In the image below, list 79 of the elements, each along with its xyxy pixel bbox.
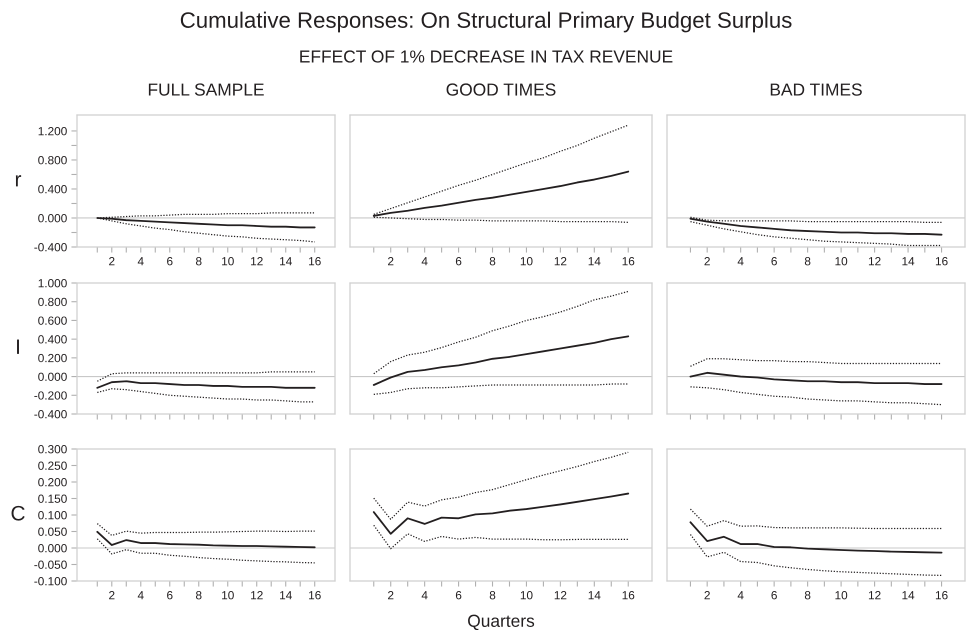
x-tick-label: 2 [109, 591, 114, 600]
x-tick-label: 4 [138, 591, 144, 600]
y-axis-title: I [17, 340, 19, 354]
x-tick-label: 2 [704, 591, 710, 600]
x-tick-label: 14 [902, 257, 914, 266]
y-tick-label: 0.400 [38, 185, 67, 194]
x-tick-label: 2 [388, 591, 394, 600]
x-tick-label: 14 [280, 591, 292, 600]
y-tick-label: 0.800 [38, 298, 67, 306]
x-tick-label: 10 [835, 257, 848, 266]
x-tick-label: 8 [196, 591, 202, 600]
x-tick-label: 6 [167, 257, 173, 266]
x-tick-label: 16 [622, 591, 634, 600]
x-tick-label: 6 [771, 257, 777, 266]
x-tick-label: 14 [902, 591, 914, 600]
y-tick-label: 0.200 [38, 354, 67, 362]
x-tick-label: 6 [456, 591, 462, 600]
x-tick-label: 12 [868, 257, 881, 266]
text: EFFECT OF 1% DECREASE IN TAX REVENUE [300, 50, 672, 63]
y-tick-label: 1.200 [38, 126, 67, 136]
x-tick-label: 6 [167, 591, 173, 600]
x-tick-label: 6 [456, 257, 462, 266]
x-tick-label: 4 [422, 591, 428, 600]
y-tick-label: 0.800 [38, 156, 67, 164]
x-tick-label: 8 [196, 257, 202, 266]
y-tick-label: 0.000 [38, 544, 67, 552]
x-tick-label: 4 [422, 257, 428, 266]
x-tick-label: 16 [936, 591, 948, 600]
x-tick-label: 8 [804, 591, 810, 600]
y-tick-label: 0.000 [38, 214, 67, 222]
chart-title: BAD TIMES [770, 83, 862, 96]
x-tick-label: 2 [388, 257, 394, 266]
x-tick-label: 2 [704, 257, 710, 266]
y-tick-label: 0.300 [38, 445, 67, 454]
x-tick-label: 10 [835, 591, 848, 600]
x-tick-label: 4 [138, 257, 144, 266]
x-tick-label: 12 [868, 591, 881, 600]
y-tick-label: 0.200 [38, 478, 67, 486]
x-tick-label: 14 [588, 257, 601, 266]
y-tick-label: -0.100 [34, 577, 67, 586]
y-axis-title: C [12, 506, 25, 521]
x-tick-label: 10 [222, 257, 234, 266]
x-tick-label: 2 [109, 257, 114, 266]
x-tick-label: 14 [280, 257, 292, 266]
y-tick-label: 1.000 [38, 279, 67, 288]
x-tick-label: 10 [520, 257, 533, 266]
x-tick-label: 12 [554, 591, 566, 600]
x-tick-label: 12 [554, 257, 566, 266]
x-tick-label: 16 [936, 257, 948, 266]
x-tick-label: 10 [520, 591, 533, 600]
y-tick-label: 0.050 [38, 528, 67, 536]
y-tick-label: 0.250 [38, 462, 67, 470]
y-tick-label: 0.100 [38, 511, 67, 520]
y-tick-label: 0.150 [38, 494, 67, 503]
x-tick-label: 4 [738, 591, 744, 600]
y-tick-label: -0.400 [34, 243, 67, 252]
chart-title: GOOD TIMES [446, 83, 556, 96]
y-tick-label: 0.400 [38, 335, 67, 344]
x-tick-label: 4 [738, 257, 744, 266]
x-tick-label: 16 [309, 257, 321, 266]
chart-title: FULL SAMPLE [148, 83, 264, 96]
x-tick-label: 10 [222, 591, 234, 600]
x-tick-label: 14 [588, 591, 601, 600]
x-tick-label: 12 [251, 591, 263, 600]
x-tick-label: 8 [804, 257, 810, 266]
x-tick-label: 8 [490, 257, 496, 266]
x-tick-label: 12 [251, 257, 263, 266]
x-axis-title: Quarters [468, 614, 534, 630]
text: Cumulative Responses: On Structural Primary Budget Surplus [180, 12, 792, 32]
x-tick-label: 6 [771, 591, 777, 600]
y-tick-label: -0.050 [34, 560, 67, 569]
y-tick-label: 0.000 [38, 372, 67, 381]
x-tick-label: 16 [309, 591, 321, 600]
y-tick-label: 0.600 [38, 316, 67, 325]
y-tick-label: -0.400 [34, 410, 67, 418]
x-tick-label: 8 [490, 591, 496, 600]
x-tick-label: 16 [622, 257, 634, 266]
y-tick-label: -0.200 [34, 391, 67, 400]
y-axis-title: r [16, 175, 22, 186]
